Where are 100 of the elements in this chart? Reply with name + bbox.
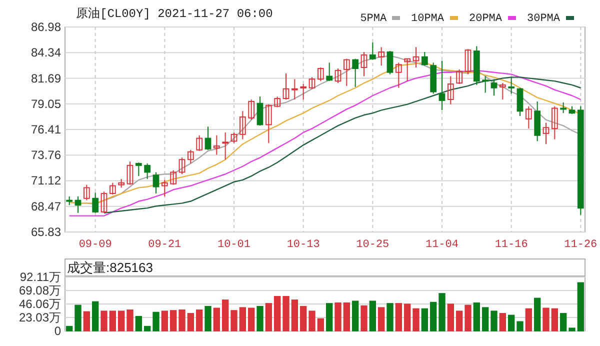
- y-tick-label: 71.12: [30, 174, 62, 188]
- bar: [118, 310, 125, 332]
- chart-title: 成交量:825163: [67, 260, 153, 275]
- bar: [534, 298, 541, 332]
- bar: [213, 308, 220, 332]
- bar: [170, 310, 177, 332]
- y-tick-label: 81.69: [30, 71, 62, 86]
- y-tick-label: 68.47: [30, 199, 62, 214]
- candlestick: [109, 182, 116, 195]
- bar: [568, 328, 576, 332]
- bar: [334, 302, 342, 332]
- bar: [178, 309, 186, 332]
- bar: [74, 304, 82, 332]
- bar: [92, 301, 99, 332]
- bar: [248, 308, 255, 332]
- y-tick-label: 73.76: [30, 148, 62, 162]
- candlestick: [178, 157, 186, 175]
- candlestick: [499, 82, 506, 100]
- candlestick: [222, 132, 229, 160]
- candlestick: [196, 134, 203, 152]
- bar: [516, 321, 524, 332]
- candlestick: [525, 106, 532, 130]
- bar: [482, 307, 489, 332]
- bar: [508, 314, 515, 332]
- candlestick: [204, 126, 212, 150]
- bar: [412, 308, 420, 332]
- bar: [187, 313, 194, 332]
- candlestick: [447, 76, 454, 105]
- bar: [326, 303, 333, 332]
- bar: [395, 303, 402, 332]
- candlestick: [187, 149, 194, 164]
- bar: [343, 302, 350, 332]
- candlestick: [300, 83, 307, 100]
- bar: [447, 304, 454, 332]
- y-tick-label: 46.06万: [18, 296, 61, 311]
- candlestick: [135, 162, 142, 177]
- bar: [430, 302, 437, 332]
- candlestick: [308, 76, 316, 90]
- bar: [300, 306, 307, 332]
- bar: [560, 313, 567, 332]
- bar: [282, 296, 290, 332]
- x-tick-label: 11-04: [425, 239, 459, 251]
- candlestick: [230, 132, 238, 144]
- bar: [161, 310, 168, 332]
- candlestick: [386, 50, 394, 75]
- y-tick-label: 65.83: [30, 225, 62, 239]
- candlestick: [83, 184, 90, 201]
- bar: [196, 309, 203, 332]
- bar: [317, 318, 324, 332]
- candlestick: [343, 58, 350, 86]
- bar: [421, 308, 428, 332]
- candlestick: [256, 96, 264, 126]
- legend-label: 5PMA: [360, 13, 388, 25]
- candlestick: [560, 102, 567, 114]
- bar: [265, 303, 272, 332]
- candlestick: [291, 78, 298, 100]
- bar: [239, 307, 246, 332]
- bar: [291, 300, 298, 332]
- candlestick: [248, 99, 255, 120]
- x-tick-label: 11-26: [564, 239, 598, 251]
- candlestick: [74, 196, 82, 214]
- bar: [66, 326, 73, 332]
- candlestick: [126, 161, 134, 186]
- bar: [404, 304, 411, 332]
- bar: [109, 310, 116, 332]
- y-tick-label: 69.08万: [18, 284, 61, 298]
- x-tick-label: 10-25: [356, 239, 390, 251]
- bar: [256, 306, 264, 332]
- candlestick: [378, 46, 385, 66]
- x-tick-label: 10-01: [217, 239, 251, 251]
- candlestick: [360, 52, 368, 77]
- legend-label: 20PMA: [469, 13, 502, 25]
- candlestick: [170, 170, 177, 186]
- bar: [135, 316, 142, 332]
- candlestick: [265, 104, 272, 144]
- bar: [360, 305, 368, 332]
- candlestick: [152, 172, 160, 194]
- bar: [438, 293, 446, 332]
- bar: [274, 296, 281, 332]
- y-tick-label: 0: [54, 324, 62, 338]
- bar: [551, 308, 558, 332]
- candlestick: [92, 192, 99, 214]
- candlestick: [421, 52, 428, 66]
- candlestick: [412, 46, 420, 68]
- bar: [499, 313, 506, 332]
- bar: [525, 308, 532, 332]
- candlestick: [334, 68, 342, 84]
- bar: [464, 304, 472, 332]
- candlestick: [369, 42, 376, 60]
- candlestick: [464, 48, 472, 75]
- legend-label: 10PMA: [411, 13, 444, 25]
- candlestick: [326, 62, 333, 82]
- bar: [222, 300, 229, 332]
- bar: [378, 307, 385, 332]
- candlestick: [213, 134, 220, 156]
- candlestick: [161, 179, 168, 197]
- candlestick: [317, 67, 324, 82]
- candlestick: [404, 58, 411, 82]
- bar: [100, 310, 108, 332]
- y-tick-label: 84.34: [30, 46, 62, 60]
